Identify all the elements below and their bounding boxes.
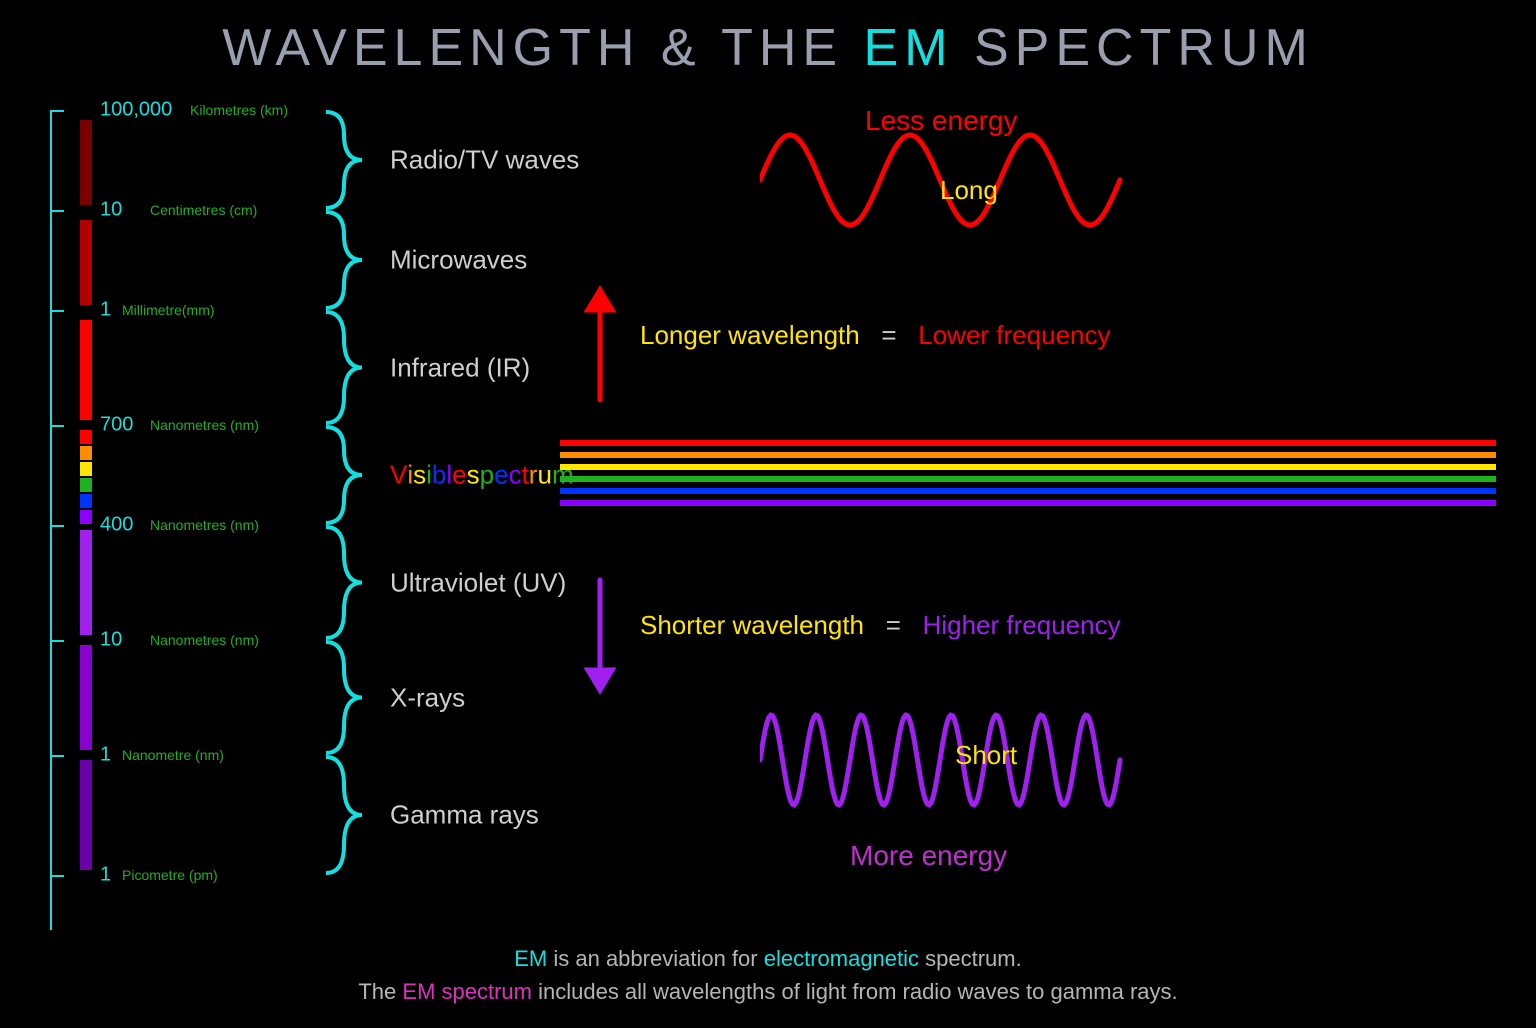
scale-tick: [50, 210, 64, 212]
bracket: [326, 640, 366, 755]
short-label: Short: [955, 740, 1017, 771]
scale-unit: Nanometres (nm): [150, 632, 259, 648]
footer-post2: includes all wavelengths of light from r…: [532, 979, 1178, 1004]
longer-wavelength-equation: Longer wavelength = Lower frequency: [640, 320, 1111, 351]
scale-value: 1: [100, 864, 111, 887]
scale-unit: Picometre (pm): [122, 867, 218, 883]
band-label: X-rays: [390, 683, 465, 714]
shorter-wavelength-equation: Shorter wavelength = Higher frequency: [640, 610, 1121, 641]
scale-value: 700: [100, 414, 133, 437]
scale-unit: Nanometre (nm): [122, 747, 224, 763]
spectrum-bar: [560, 464, 1496, 470]
scale-tick: [50, 310, 64, 312]
band-label: Gamma rays: [390, 800, 539, 831]
spectrum-bar: [560, 476, 1496, 482]
scale-value: 1: [100, 744, 111, 767]
band-segment: [80, 645, 92, 750]
eq-top-right: Lower frequency: [918, 320, 1110, 350]
scale-unit: Centimetres (cm): [150, 202, 257, 218]
long-label: Long: [940, 175, 998, 206]
band-segment: [80, 478, 92, 492]
footer-text: EM is an abbreviation for electromagneti…: [0, 942, 1536, 1008]
footer-em: EM: [514, 946, 547, 971]
scale-value: 1: [100, 299, 111, 322]
spectrum-bar: [560, 452, 1496, 458]
band-label: Microwaves: [390, 245, 527, 276]
right-panel: Less energy Long Longer wavelength = Low…: [560, 120, 1496, 908]
band-segment: [80, 220, 92, 305]
visible-spectrum-bars: [560, 440, 1496, 512]
footer-line-1: EM is an abbreviation for electromagneti…: [0, 942, 1536, 975]
bracket: [326, 310, 366, 425]
scale-value: 10: [100, 629, 122, 652]
scale-unit: Nanometres (nm): [150, 417, 259, 433]
band-label: Visible spectrum: [390, 460, 574, 491]
eq-bottom-right: Higher frequency: [923, 610, 1121, 640]
footer-post1: spectrum.: [919, 946, 1022, 971]
band-segment: [80, 446, 92, 460]
band-segment: [80, 320, 92, 420]
title-pre: WAVELENGTH & THE: [222, 19, 863, 77]
footer-mid: is an abbreviation for: [547, 946, 763, 971]
spectrum-bar: [560, 488, 1496, 494]
band-segment: [80, 430, 92, 444]
scale-unit: Kilometres (km): [190, 102, 288, 118]
wavelength-scale: 100,000Kilometres (km)10Centimetres (cm)…: [50, 110, 310, 930]
up-arrow-icon: [580, 280, 620, 410]
scale-unit: Millimetre(mm): [122, 302, 215, 318]
spectrum-bar: [560, 500, 1496, 506]
scale-tick: [50, 110, 64, 112]
scale-value: 10: [100, 199, 122, 222]
band-segment: [80, 510, 92, 524]
band-segment: [80, 120, 92, 205]
bracket: [326, 425, 366, 525]
scale-tick: [50, 425, 64, 427]
band-label: Infrared (IR): [390, 353, 530, 384]
eq-bottom-left: Shorter wavelength: [640, 610, 864, 640]
scale-tick: [50, 640, 64, 642]
scale-value: 100,000: [100, 99, 172, 122]
bracket: [326, 110, 366, 210]
scale-tick: [50, 525, 64, 527]
footer-line-2: The EM spectrum includes all wavelengths…: [0, 975, 1536, 1008]
band-segment: [80, 494, 92, 508]
spectrum-bar: [560, 440, 1496, 446]
bracket: [326, 210, 366, 310]
down-arrow-icon: [580, 570, 620, 700]
footer-em-spectrum: EM spectrum: [402, 979, 532, 1004]
band-label: Radio/TV waves: [390, 145, 579, 176]
band-label: Ultraviolet (UV): [390, 568, 566, 599]
more-energy-label: More energy: [850, 840, 1007, 872]
band-segment: [80, 530, 92, 635]
bracket: [326, 525, 366, 640]
scale-tick: [50, 875, 64, 877]
scale-tick: [50, 755, 64, 757]
scale-value: 400: [100, 514, 133, 537]
scale-unit: Nanometres (nm): [150, 517, 259, 533]
band-segment: [80, 760, 92, 870]
eq-top-left: Longer wavelength: [640, 320, 860, 350]
band-segment: [80, 462, 92, 476]
title-em: EM: [864, 19, 954, 77]
scale-axis: [50, 110, 52, 930]
footer-electromagnetic: electromagnetic: [764, 946, 919, 971]
bracket: [326, 755, 366, 875]
footer-pre2: The: [358, 979, 402, 1004]
eq-sign: =: [871, 610, 915, 640]
eq-sign: =: [867, 320, 911, 350]
page-title: WAVELENGTH & THE EM SPECTRUM: [0, 0, 1536, 78]
title-post: SPECTRUM: [954, 19, 1314, 77]
